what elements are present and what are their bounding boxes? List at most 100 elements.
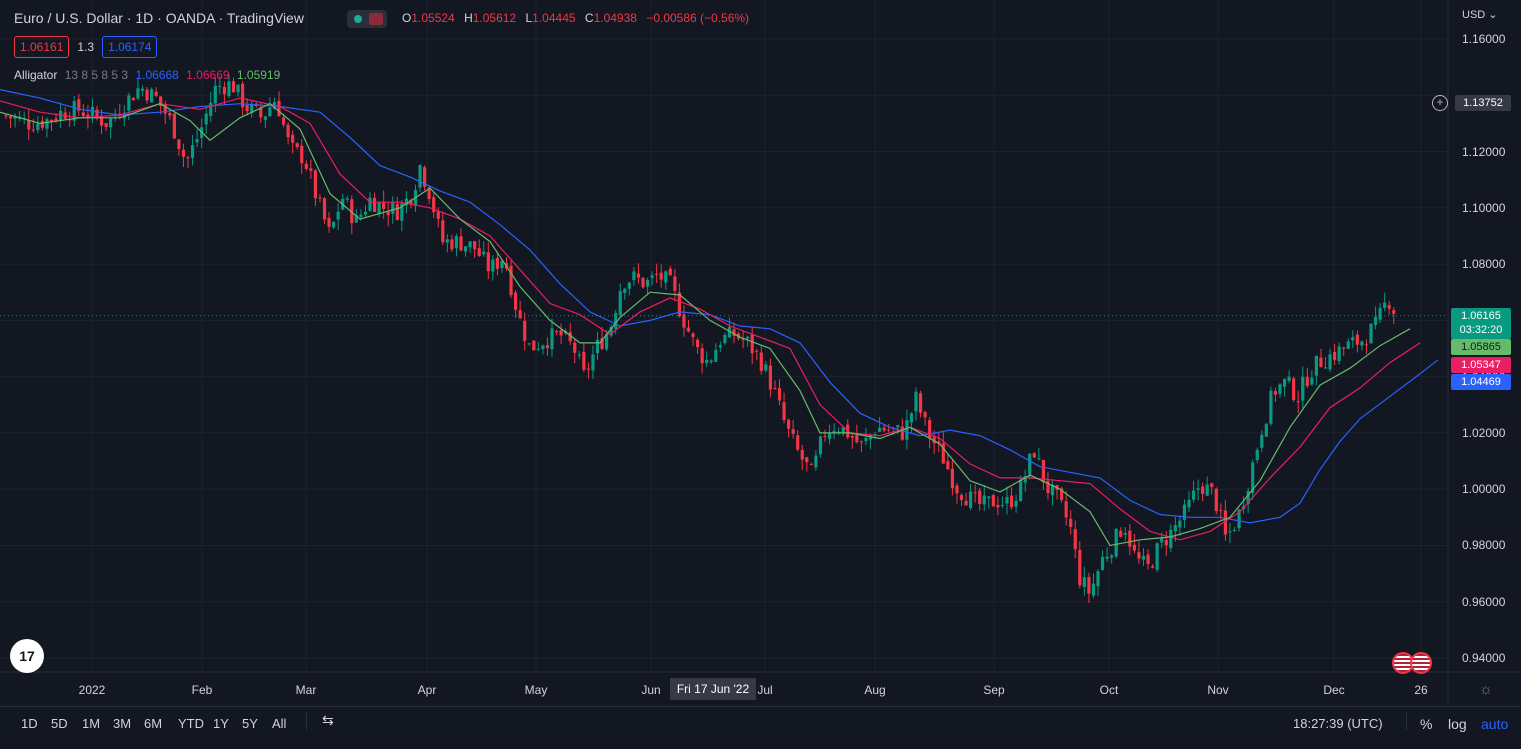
candle-body bbox=[1114, 529, 1118, 557]
tradingview-logo-icon[interactable]: 17 bbox=[10, 639, 44, 673]
candle-body bbox=[1019, 479, 1023, 501]
date-range-icon[interactable]: ⇆ bbox=[322, 712, 334, 728]
market-status-toggle[interactable] bbox=[347, 10, 387, 28]
candle-body bbox=[49, 120, 54, 122]
current-price-tag: 1.06165 03:32:20 bbox=[1451, 308, 1511, 339]
candle-body bbox=[1214, 488, 1218, 512]
candle-body bbox=[350, 199, 354, 224]
alligator-legend[interactable]: Alligator 13 8 5 8 5 3 1.06668 1.06669 1… bbox=[14, 68, 280, 82]
candle-body bbox=[1392, 310, 1396, 314]
candle-body bbox=[1037, 458, 1041, 460]
candle-body bbox=[104, 123, 108, 128]
timeframe-5d[interactable]: 5D bbox=[51, 716, 68, 731]
candle-body bbox=[1105, 556, 1109, 559]
divider bbox=[1406, 712, 1407, 730]
candle-body bbox=[550, 328, 554, 350]
symbol-title[interactable]: Euro / U.S. Dollar · 1D · OANDA · Tradin… bbox=[14, 10, 304, 26]
candle-body bbox=[759, 352, 763, 371]
auto-toggle[interactable]: auto bbox=[1481, 716, 1509, 732]
alligator-teeth-line bbox=[0, 97, 1421, 541]
candle-body bbox=[1032, 453, 1036, 458]
candle-body bbox=[996, 504, 1000, 508]
timeframe-1d[interactable]: 1D bbox=[21, 716, 38, 731]
candle-body bbox=[336, 211, 340, 220]
candle-body bbox=[1305, 376, 1309, 387]
clock[interactable]: 18:27:39 (UTC) bbox=[1293, 716, 1383, 731]
candle-body bbox=[1137, 552, 1141, 559]
buy-button[interactable]: 1.06174 bbox=[102, 36, 158, 58]
candle-body bbox=[791, 429, 795, 435]
candle-body bbox=[382, 201, 386, 209]
candle-body bbox=[655, 273, 659, 275]
candle-body bbox=[491, 259, 495, 272]
sell-button[interactable]: 1.06161 bbox=[14, 36, 70, 58]
candle-body bbox=[600, 338, 604, 349]
low-value: 1.04445 bbox=[532, 11, 576, 25]
timeframe-5y[interactable]: 5Y bbox=[242, 716, 258, 731]
candle-body bbox=[1028, 453, 1032, 475]
candle-body bbox=[614, 313, 618, 329]
log-toggle[interactable]: log bbox=[1448, 716, 1467, 732]
candle-body bbox=[1296, 401, 1300, 403]
candle-body bbox=[632, 271, 636, 281]
candle-body bbox=[673, 276, 677, 291]
candle-body bbox=[946, 461, 950, 470]
crosshair-date: Fri 17 Jun '22 bbox=[670, 678, 756, 700]
candle-body bbox=[727, 326, 732, 338]
candle-body bbox=[645, 279, 650, 287]
candle-body bbox=[832, 430, 836, 434]
percent-toggle[interactable]: % bbox=[1420, 716, 1433, 732]
candle-body bbox=[122, 112, 126, 119]
chevron-down-icon: ⌄ bbox=[1488, 9, 1498, 21]
open-label: O bbox=[402, 11, 412, 25]
candle-body bbox=[691, 333, 695, 337]
economic-events[interactable] bbox=[1392, 652, 1432, 674]
timeframe-1y[interactable]: 1Y bbox=[213, 716, 229, 731]
candle-body bbox=[878, 427, 882, 432]
candle-body bbox=[732, 329, 736, 337]
candle-body bbox=[1123, 533, 1127, 535]
candle-body bbox=[955, 485, 959, 494]
price-plot[interactable] bbox=[0, 0, 1521, 706]
candle-body bbox=[896, 425, 900, 428]
candle-body bbox=[818, 436, 823, 455]
candle-body bbox=[59, 110, 63, 121]
timeframe-ytd[interactable]: YTD bbox=[178, 716, 204, 731]
price-tick-label: 1.12000 bbox=[1462, 144, 1506, 159]
price-tick-label: 1.00000 bbox=[1462, 482, 1506, 497]
plus-icon[interactable]: + bbox=[1432, 95, 1448, 111]
candle-body bbox=[1169, 529, 1173, 549]
gear-icon[interactable]: ☼ bbox=[1479, 681, 1493, 698]
ohlc-values: O1.05524 H1.05612 L1.04445 C1.04938 −0.0… bbox=[402, 11, 755, 25]
candle-body bbox=[463, 246, 468, 252]
candle-body bbox=[595, 339, 600, 354]
timeframe-3m[interactable]: 3M bbox=[113, 716, 132, 731]
candle-body bbox=[1041, 459, 1045, 483]
currency-selector[interactable]: USD ⌄ bbox=[1462, 8, 1498, 21]
candle-body bbox=[86, 114, 90, 118]
candle-body bbox=[1282, 379, 1287, 387]
us-flag-icon[interactable] bbox=[1410, 652, 1432, 674]
candle-body bbox=[782, 402, 786, 421]
candle-body bbox=[1342, 347, 1346, 349]
candle-body bbox=[395, 203, 399, 220]
candle-body bbox=[1360, 341, 1364, 346]
candle-body bbox=[404, 198, 408, 206]
price-tick-label: 0.94000 bbox=[1462, 651, 1506, 665]
candle-body bbox=[1369, 323, 1373, 344]
candle-body bbox=[154, 91, 158, 96]
candle-body bbox=[1251, 462, 1255, 494]
timeframe-all[interactable]: All bbox=[272, 716, 287, 731]
candle-body bbox=[1373, 316, 1378, 325]
candle-body bbox=[1091, 583, 1096, 596]
candle-body bbox=[495, 257, 499, 269]
candle-body bbox=[1210, 483, 1214, 488]
timeframe-1m[interactable]: 1M bbox=[82, 716, 101, 731]
candle-body bbox=[1278, 384, 1282, 394]
candle-body bbox=[250, 104, 254, 113]
us-flag-icon[interactable] bbox=[1392, 652, 1414, 674]
close-value: 1.04938 bbox=[593, 11, 637, 25]
candle-body bbox=[1100, 556, 1105, 570]
timeframe-6m[interactable]: 6M bbox=[144, 716, 163, 731]
